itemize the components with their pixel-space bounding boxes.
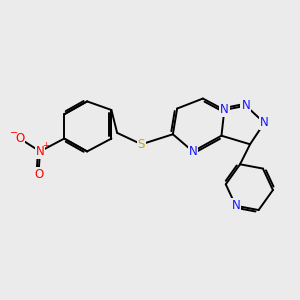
- Text: N: N: [188, 145, 197, 158]
- Text: N: N: [36, 145, 44, 158]
- Text: O: O: [34, 168, 43, 181]
- Text: N: N: [220, 103, 229, 116]
- Text: +: +: [42, 141, 49, 150]
- Text: O: O: [15, 132, 25, 145]
- Text: N: N: [231, 199, 240, 212]
- Text: −: −: [10, 128, 18, 138]
- Text: N: N: [260, 116, 269, 129]
- Text: S: S: [138, 138, 145, 151]
- Text: N: N: [242, 99, 250, 112]
